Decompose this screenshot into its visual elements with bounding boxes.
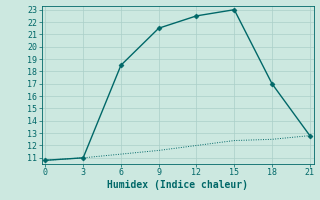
X-axis label: Humidex (Indice chaleur): Humidex (Indice chaleur) xyxy=(107,180,248,190)
